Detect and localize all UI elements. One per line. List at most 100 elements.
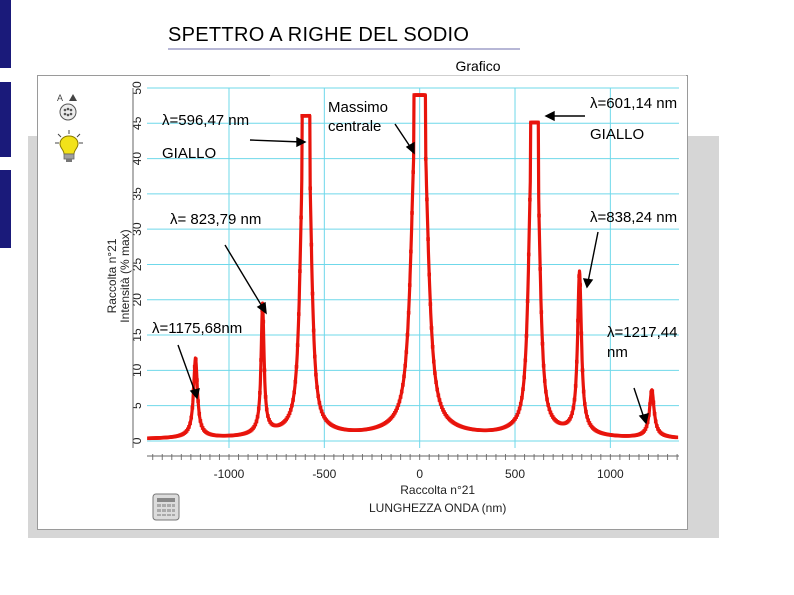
data-point bbox=[538, 267, 542, 271]
tab-grafico[interactable]: Grafico bbox=[270, 53, 686, 76]
sensor-icon[interactable]: A bbox=[54, 92, 84, 127]
data-point bbox=[407, 283, 412, 287]
y-tick-label: 15 bbox=[130, 328, 144, 342]
arrow-601-head bbox=[544, 110, 555, 122]
data-point bbox=[652, 411, 657, 416]
data-point bbox=[434, 380, 438, 385]
data-point bbox=[285, 415, 290, 420]
data-point bbox=[574, 359, 579, 364]
y-tick-label: 30 bbox=[130, 222, 144, 236]
annotation-lambda-823: λ= 823,79 nm bbox=[170, 211, 261, 228]
data-point bbox=[644, 424, 649, 429]
arrow-massimo bbox=[394, 123, 412, 149]
data-point bbox=[186, 427, 190, 432]
left-bar-1 bbox=[0, 0, 11, 68]
data-point bbox=[515, 413, 520, 417]
arrow-823 bbox=[224, 244, 264, 309]
title-underline bbox=[168, 48, 520, 50]
data-point bbox=[653, 419, 658, 424]
y-axis-label-1: Raccolta n°21 bbox=[105, 238, 119, 313]
svg-text:A: A bbox=[57, 93, 63, 103]
arrow-823-head bbox=[256, 301, 267, 315]
data-point bbox=[655, 424, 659, 428]
data-point bbox=[578, 283, 583, 287]
data-point bbox=[401, 383, 405, 387]
data-point bbox=[542, 379, 547, 383]
data-point bbox=[254, 419, 259, 424]
data-point bbox=[580, 368, 585, 373]
left-bar-3 bbox=[0, 170, 11, 248]
data-point bbox=[571, 406, 576, 410]
y-tick-label: 45 bbox=[130, 116, 144, 130]
annotation-lambda-601: λ=601,14 nm bbox=[590, 95, 677, 112]
data-point bbox=[522, 375, 526, 380]
arrow-596 bbox=[249, 139, 303, 143]
data-point bbox=[288, 408, 293, 412]
y-tick-label: 10 bbox=[130, 363, 144, 377]
data-point bbox=[315, 385, 319, 390]
data-point bbox=[258, 390, 262, 395]
data-point bbox=[293, 379, 298, 384]
data-point bbox=[540, 341, 545, 346]
data-point bbox=[656, 427, 660, 431]
data-point bbox=[296, 312, 301, 316]
data-point bbox=[428, 302, 433, 306]
data-point bbox=[316, 394, 321, 398]
data-point bbox=[441, 408, 445, 412]
arrow-596-head bbox=[296, 136, 307, 148]
left-bar-2 bbox=[0, 82, 11, 157]
arrow-1175-head bbox=[189, 388, 200, 400]
data-point bbox=[651, 400, 656, 405]
annotation-lambda-596: λ=596,47 nm bbox=[162, 112, 249, 129]
data-point bbox=[308, 186, 313, 191]
data-point bbox=[572, 397, 577, 402]
data-point bbox=[311, 328, 316, 333]
data-point bbox=[520, 395, 524, 400]
data-point bbox=[252, 424, 256, 429]
data-point bbox=[410, 211, 414, 215]
data-point bbox=[394, 408, 398, 413]
data-point bbox=[546, 403, 550, 407]
data-point bbox=[409, 249, 413, 254]
data-point bbox=[397, 399, 402, 404]
data-point bbox=[577, 274, 581, 278]
table-icon[interactable] bbox=[152, 493, 180, 526]
data-point bbox=[197, 411, 202, 416]
data-point bbox=[403, 363, 407, 368]
data-point bbox=[298, 269, 302, 273]
data-point bbox=[395, 406, 399, 410]
data-point bbox=[536, 120, 540, 125]
data-point bbox=[544, 389, 548, 394]
data-point bbox=[263, 395, 268, 399]
data-point bbox=[570, 411, 575, 415]
data-point bbox=[436, 393, 441, 398]
data-point bbox=[523, 358, 528, 363]
data-point bbox=[314, 372, 318, 377]
data-point bbox=[321, 412, 325, 417]
y-tick-label: 20 bbox=[130, 293, 144, 307]
annotation-lambda-1217-unit: nm bbox=[607, 344, 628, 361]
annotation-massimo: Massimo bbox=[328, 99, 388, 116]
data-point bbox=[548, 410, 553, 415]
data-point bbox=[422, 93, 427, 97]
data-point bbox=[517, 406, 522, 411]
data-point bbox=[573, 384, 578, 388]
data-point bbox=[253, 422, 258, 427]
data-point bbox=[584, 409, 588, 414]
data-point bbox=[398, 395, 403, 399]
lightbulb-icon[interactable] bbox=[55, 130, 83, 171]
y-axis-label-2: Intensità (% max) bbox=[118, 229, 132, 322]
data-point bbox=[267, 417, 271, 422]
data-point bbox=[192, 364, 197, 369]
arrow-1217-head bbox=[638, 413, 649, 425]
data-point bbox=[262, 368, 267, 373]
annotation-lambda-1175: λ=1175,68nm bbox=[152, 320, 242, 337]
x-tick-label: 1000 bbox=[597, 467, 624, 481]
annotation-lambda-1217: λ=1217,44 bbox=[607, 324, 677, 341]
data-point bbox=[425, 197, 429, 202]
data-point bbox=[256, 406, 261, 411]
data-point bbox=[255, 414, 260, 419]
data-point bbox=[307, 113, 311, 118]
data-point bbox=[312, 354, 317, 359]
